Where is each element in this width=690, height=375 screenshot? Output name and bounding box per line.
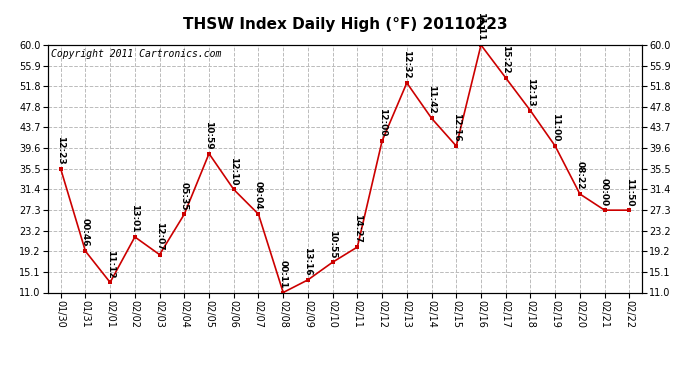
Text: 08:22: 08:22 <box>575 161 584 190</box>
Text: 10:59: 10:59 <box>204 121 213 149</box>
Text: 15:22: 15:22 <box>501 45 510 74</box>
Text: 00:46: 00:46 <box>81 218 90 247</box>
Text: 11:42: 11:42 <box>427 86 436 114</box>
Text: 12:13: 12:13 <box>526 78 535 106</box>
Text: 00:00: 00:00 <box>600 178 609 206</box>
Text: 13:16: 13:16 <box>304 247 313 276</box>
Text: 12:16: 12:16 <box>452 113 461 142</box>
Text: Copyright 2011 Cartronics.com: Copyright 2011 Cartronics.com <box>51 49 221 59</box>
Text: 00:11: 00:11 <box>279 260 288 288</box>
Text: THSW Index Daily High (°F) 20110223: THSW Index Daily High (°F) 20110223 <box>183 17 507 32</box>
Text: 09:04: 09:04 <box>254 182 263 210</box>
Text: 10:55: 10:55 <box>328 230 337 258</box>
Text: 12:23: 12:23 <box>56 136 65 165</box>
Text: 13:01: 13:01 <box>130 204 139 233</box>
Text: 12:00: 12:00 <box>377 108 386 137</box>
Text: 12:10: 12:10 <box>229 157 238 185</box>
Text: 11:50: 11:50 <box>625 177 634 206</box>
Text: 12:32: 12:32 <box>402 50 411 79</box>
Text: 12:07: 12:07 <box>155 222 164 251</box>
Text: 05:35: 05:35 <box>180 182 189 210</box>
Text: 11:00: 11:00 <box>551 114 560 142</box>
Text: 11:11: 11:11 <box>477 12 486 41</box>
Text: 14:27: 14:27 <box>353 214 362 243</box>
Text: 11:12: 11:12 <box>106 250 115 278</box>
